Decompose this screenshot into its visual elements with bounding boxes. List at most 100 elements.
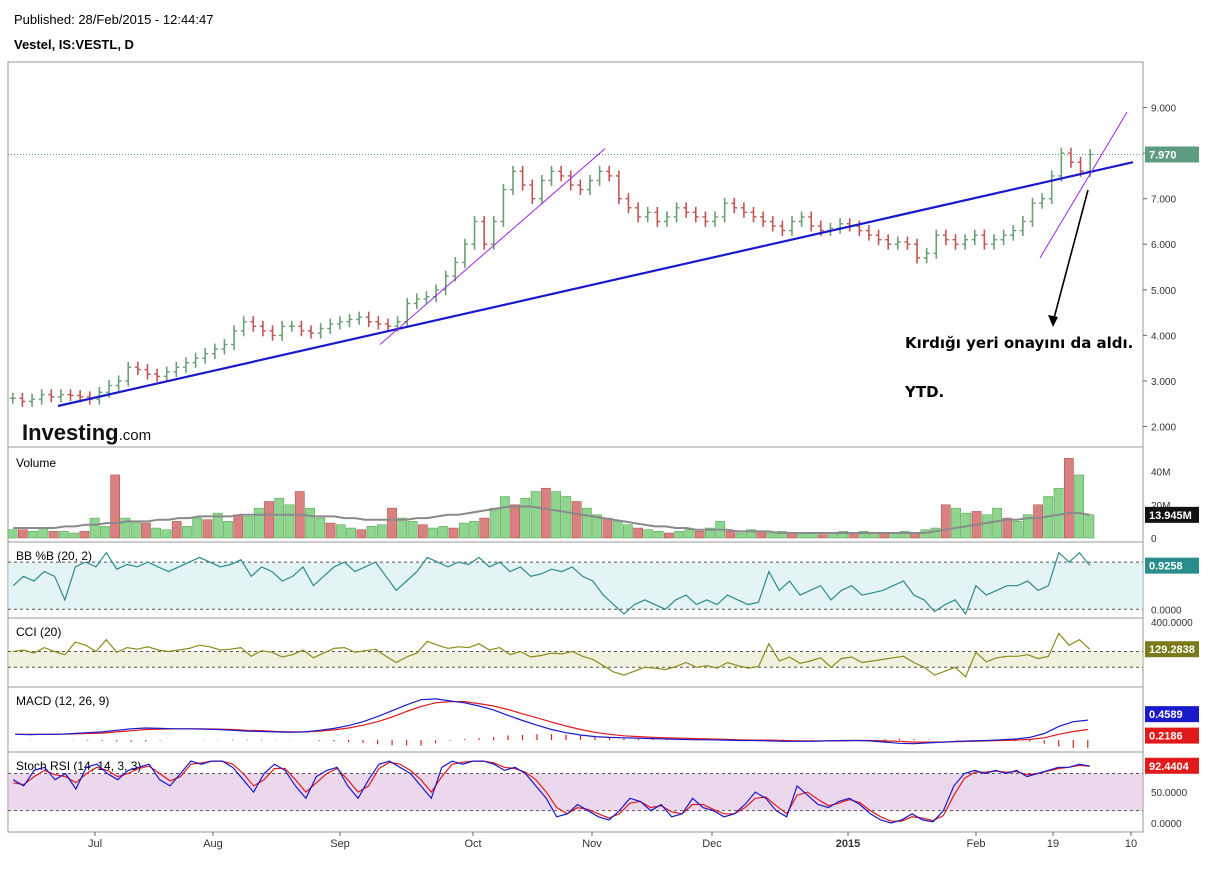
chart-symbol-title: Vestel, IS:VESTL, D [14,37,134,52]
stoch-last-tag-bg [1145,757,1199,774]
bb-tick-label: 0.0000 [1151,605,1182,616]
price-tick-label: 5.000 [1151,286,1176,297]
price-tick-label: 4.000 [1151,331,1176,342]
trendline-channel-1 [379,148,606,345]
price-pane: 9.0008.0007.0006.0005.0004.0003.0002.000… [8,104,1199,433]
volume-bar [1063,458,1074,539]
annotation-text-2: YTD. [904,383,944,401]
bb-pane: BB %B (20, 2) 0.0000 0.9258 [8,549,1199,616]
volume-bar [1002,517,1013,539]
price-tick-label: 2.000 [1151,422,1176,433]
trendline-support [57,161,1134,408]
date-tick-label: 2015 [836,838,860,850]
date-tick-label: Sep [330,838,350,850]
volume-bar [551,491,561,539]
volume-bar [499,496,510,539]
volume-last-tag: 13.945M [1149,510,1192,522]
date-tick-label: Oct [464,838,481,850]
investing-logo: Investing.com [22,420,151,445]
volume-bar [315,517,326,539]
volume-bar [705,527,715,539]
volume-bar [981,514,992,539]
volume-bar [59,531,69,539]
date-tick-label: 10 [1125,838,1137,850]
volume-bar [1084,514,1095,539]
stoch-last-tag: 92.4404 [1149,761,1190,773]
volume-bar [653,531,664,539]
cci-pane: CCI (20) 400.0000 129.2838 [8,618,1199,678]
volume-bar [592,514,602,539]
volume-bar [684,529,695,539]
volume-bar [817,534,828,539]
volume-bar [38,527,49,539]
macd-signal-last-tag: 0.2186 [1149,731,1183,743]
volume-bar [335,524,346,539]
volume-bar [940,504,951,539]
volume-bar [387,507,397,539]
volume-bar [992,507,1002,539]
volume-bar [746,529,756,539]
volume-bar [838,531,849,539]
volume-bar [264,501,274,539]
bb-last-tag-bg [1145,557,1199,574]
stoch-k-line [12,760,1090,824]
macd-signal-last-tag-bg [1145,727,1199,744]
cci-title: CCI (20) [16,625,61,639]
volume-bar [202,519,213,539]
annotation-text-1: Kırdığı yeri onayını da aldı. [905,334,1133,352]
price-tick-label: 7.000 [1151,195,1176,206]
volume-bar [305,507,315,539]
volume-bar [766,532,777,539]
volume-bar [612,521,623,539]
volume-bar [120,517,131,539]
volume-bar [1033,504,1043,539]
volume-bar [110,474,121,539]
volume-bar [1074,474,1084,539]
volume-bar [233,514,244,539]
date-axis: Jul Aug Sep Oct Nov Dec 2015 Feb 19 10 [88,832,1137,850]
volume-bar [530,491,541,539]
volume-bar [212,512,223,539]
pane-frames [7,61,1203,833]
volume-bar [664,532,674,539]
price-tick-label: 3.000 [1151,377,1176,388]
bb-line [12,551,1091,616]
volume-bar [243,516,254,539]
macd-last-tag-bg [1145,706,1199,723]
price-scale-area [1143,62,1203,832]
volume-bar [151,527,162,539]
price-tick-label: 9.000 [1151,104,1176,115]
volume-bar [540,487,551,539]
volume-bar [458,522,469,539]
volume-bar [1022,514,1033,539]
volume-bar [623,524,633,539]
volume-bar [417,524,428,539]
volume-bar [366,526,377,539]
date-tick-label: Jul [88,838,102,850]
stoch-tick-label-0: 0.0000 [1151,819,1182,830]
volume-bar [438,526,449,539]
volume-bar [284,504,295,539]
volume-bar [397,517,408,539]
date-tick-label: Nov [582,838,602,850]
volume-bar [776,531,787,539]
volume-bar [899,531,910,539]
stoch-tick-label-50: 50.0000 [1151,788,1188,799]
cci-line [13,632,1091,678]
volume-bar [161,529,172,539]
volume-bar [1012,521,1023,539]
volume-bar [376,524,387,539]
bb-title: BB %B (20, 2) [16,549,92,563]
volume-bar [520,497,531,539]
volume-tick-label: 20M [1151,501,1170,512]
volume-title: Volume [16,456,56,470]
stoch-band [8,773,1143,811]
date-tick-label: Aug [203,838,223,850]
volume-bar [735,532,746,539]
volume-bar [79,531,90,539]
trendline-channel-2 [1039,111,1128,259]
date-tick-label: Dec [702,838,722,850]
volume-bar [89,517,100,539]
volume-tick-label: 40M [1151,468,1170,479]
volume-last-tag-bg [1145,506,1199,523]
